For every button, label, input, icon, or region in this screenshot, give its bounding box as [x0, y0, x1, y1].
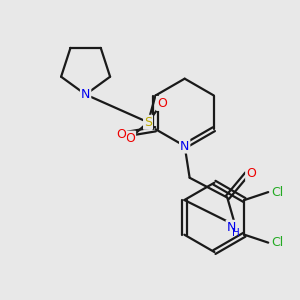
- Text: N: N: [180, 140, 189, 152]
- Text: O: O: [125, 132, 135, 145]
- Text: Cl: Cl: [271, 236, 283, 249]
- Text: H: H: [232, 228, 240, 238]
- Text: O: O: [157, 97, 167, 110]
- Text: N: N: [226, 221, 236, 234]
- Text: O: O: [246, 167, 256, 180]
- Text: S: S: [144, 116, 152, 129]
- Text: N: N: [81, 88, 90, 101]
- Text: Cl: Cl: [271, 186, 283, 199]
- Text: O: O: [116, 128, 126, 141]
